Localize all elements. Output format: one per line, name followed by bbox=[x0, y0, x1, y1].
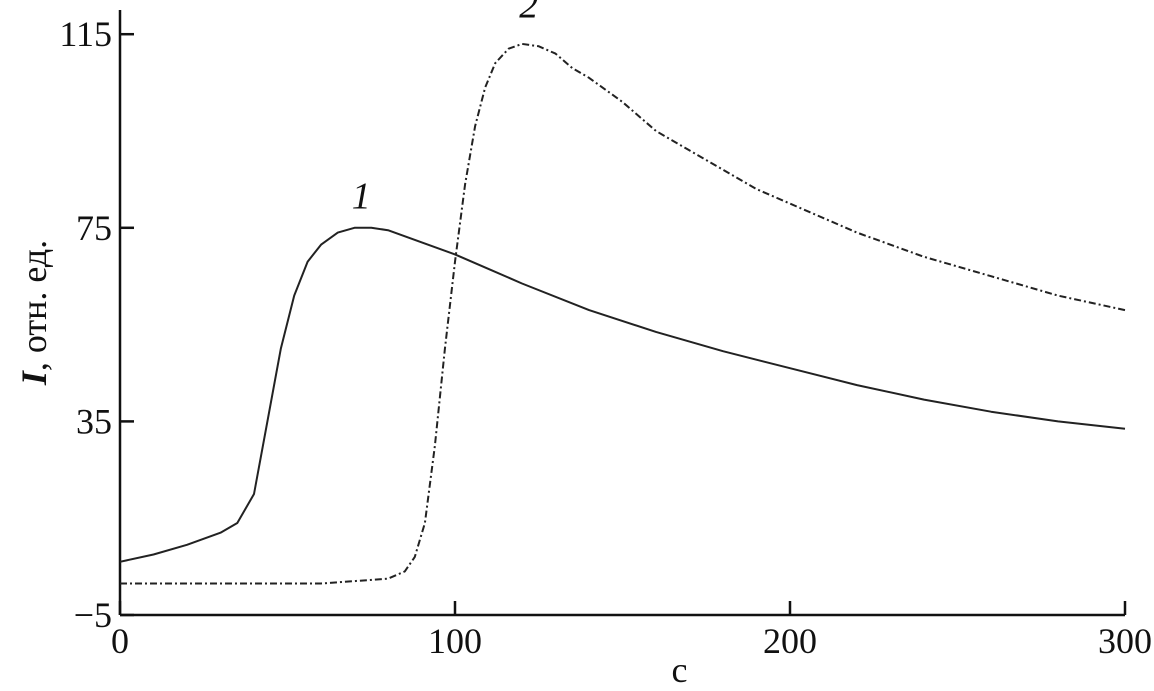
x-tick-label: 300 bbox=[1098, 621, 1152, 661]
y-tick-label: 75 bbox=[76, 208, 112, 248]
ticks: 0 100 200 300 −5 35 75 115 bbox=[59, 14, 1152, 661]
x-tick-label: 200 bbox=[763, 621, 817, 661]
y-axis-title-variable: I bbox=[14, 369, 54, 386]
series-line-2 bbox=[120, 42, 1126, 585]
axes bbox=[118, 10, 1125, 617]
y-axis-title: I, отн. ед. bbox=[14, 240, 54, 386]
series-group bbox=[119, 42, 1126, 585]
x-axis-title: c bbox=[672, 650, 688, 690]
series-label-1: 1 bbox=[352, 175, 371, 217]
y-tick-label: 35 bbox=[76, 401, 112, 441]
x-tick-label: 0 bbox=[111, 621, 129, 661]
series-label-2: 2 bbox=[519, 0, 538, 26]
annotations: 12 bbox=[352, 0, 539, 217]
y-tick-label: −5 bbox=[74, 595, 112, 635]
y-axis-title-unit: , отн. ед. bbox=[14, 240, 54, 371]
series-line-1 bbox=[119, 226, 1126, 563]
x-tick-label: 100 bbox=[428, 621, 482, 661]
y-tick-label: 115 bbox=[59, 14, 112, 54]
